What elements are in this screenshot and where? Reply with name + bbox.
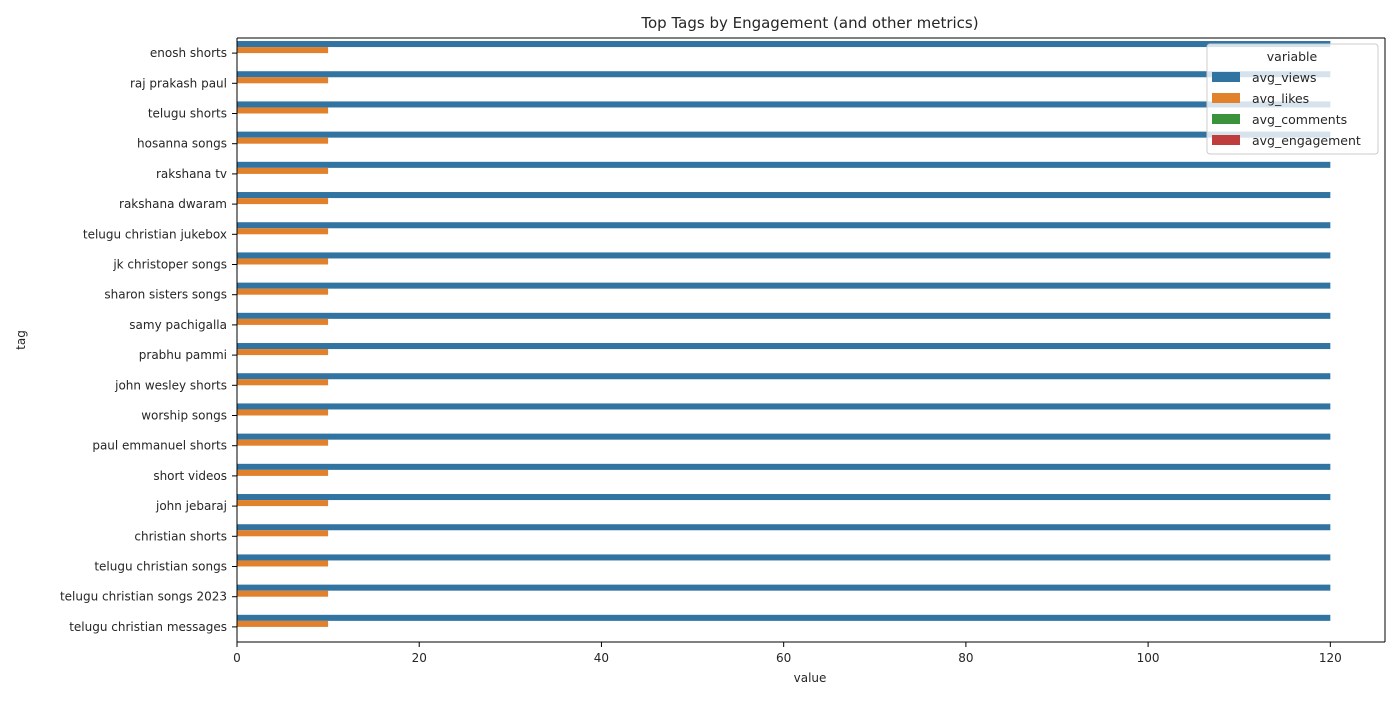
bar-avg-views-17 <box>237 554 1331 561</box>
y-axis-title: tag <box>14 330 28 350</box>
x-tick-label-60: 60 <box>776 651 791 665</box>
legend-label-avg-engagement: avg_engagement <box>1252 133 1361 148</box>
bar-avg-views-5 <box>237 192 1331 199</box>
x-axis-title: value <box>794 671 827 685</box>
bar-avg-views-2 <box>237 101 1331 108</box>
bar-avg-likes-16 <box>237 530 329 537</box>
bar-avg-views-16 <box>237 524 1331 531</box>
bar-avg-likes-1 <box>237 77 329 84</box>
chart-title: Top Tags by Engagement (and other metric… <box>640 14 978 32</box>
bar-avg-likes-12 <box>237 409 329 416</box>
legend: variable avg_viewsavg_likesavg_commentsa… <box>1206 43 1379 155</box>
x-tick-label-0: 0 <box>233 651 241 665</box>
y-tick-label-17: telugu christian songs <box>94 560 227 574</box>
y-tick-label-4: rakshana tv <box>156 167 227 181</box>
bars-layer <box>237 41 1331 627</box>
bar-avg-likes-10 <box>237 349 329 356</box>
bar-avg-likes-2 <box>237 107 329 114</box>
bar-avg-likes-13 <box>237 439 329 446</box>
bar-avg-views-15 <box>237 494 1331 501</box>
bar-avg-views-1 <box>237 71 1331 78</box>
bar-avg-views-13 <box>237 433 1331 440</box>
legend-swatch-avg-engagement <box>1212 135 1240 145</box>
bar-avg-likes-19 <box>237 620 329 627</box>
bar-avg-views-9 <box>237 312 1331 319</box>
y-tick-label-12: worship songs <box>141 409 227 423</box>
bar-avg-likes-6 <box>237 228 329 235</box>
legend-swatch-avg-comments <box>1212 114 1240 124</box>
y-tick-label-1: raj prakash paul <box>130 76 227 90</box>
x-tick-label-120: 120 <box>1319 651 1342 665</box>
y-tick-label-14: short videos <box>153 469 227 483</box>
bar-avg-views-7 <box>237 252 1331 259</box>
bar-avg-likes-8 <box>237 288 329 295</box>
legend-label-avg-views: avg_views <box>1252 70 1317 85</box>
y-tick-label-13: paul emmanuel shorts <box>92 439 227 453</box>
legend-frame <box>1206 43 1379 155</box>
axes-layer: 0 20 40 60 80 100 120 enosh shorts raj prakash p… <box>60 37 1386 665</box>
x-tick-label-20: 20 <box>412 651 427 665</box>
bar-avg-views-18 <box>237 584 1331 591</box>
bar-avg-views-10 <box>237 343 1331 350</box>
bar-avg-views-12 <box>237 403 1331 410</box>
legend-label-avg-likes: avg_likes <box>1252 91 1309 106</box>
y-tick-label-2: telugu shorts <box>148 107 227 121</box>
y-tick-label-9: samy pachigalla <box>129 318 227 332</box>
y-tick-label-16: christian shorts <box>134 529 227 543</box>
y-tick-label-15: john jebaraj <box>155 499 227 513</box>
y-tick-label-11: john wesley shorts <box>114 378 227 392</box>
bar-avg-views-8 <box>237 282 1331 289</box>
bar-avg-likes-11 <box>237 379 329 386</box>
legend-swatch-avg-views <box>1212 72 1240 82</box>
bar-avg-views-3 <box>237 131 1331 138</box>
legend-swatch-avg-likes <box>1212 93 1240 103</box>
bar-avg-likes-14 <box>237 469 329 476</box>
bar-avg-likes-17 <box>237 560 329 567</box>
x-tick-label-80: 80 <box>958 651 973 665</box>
y-tick-label-19: telugu christian messages <box>69 620 227 634</box>
bar-avg-views-4 <box>237 161 1331 168</box>
bar-avg-views-19 <box>237 614 1331 621</box>
x-tick-label-40: 40 <box>594 651 609 665</box>
legend-label-avg-comments: avg_comments <box>1252 112 1347 127</box>
bar-avg-likes-5 <box>237 198 329 205</box>
legend-title: variable <box>1267 49 1318 64</box>
y-tick-label-0: enosh shorts <box>150 46 227 60</box>
bar-avg-likes-7 <box>237 258 329 265</box>
bar-avg-likes-15 <box>237 500 329 507</box>
y-tick-label-6: telugu christian jukebox <box>83 227 227 241</box>
y-tick-label-7: jk christoper songs <box>112 258 227 272</box>
y-tick-label-5: rakshana dwaram <box>119 197 227 211</box>
bar-avg-views-0 <box>237 41 1331 48</box>
y-tick-label-8: sharon sisters songs <box>104 288 227 302</box>
bar-avg-views-14 <box>237 463 1331 470</box>
y-tick-label-3: hosanna songs <box>137 137 227 151</box>
bar-avg-likes-3 <box>237 137 329 144</box>
bar-avg-views-6 <box>237 222 1331 229</box>
y-tick-label-18: telugu christian songs 2023 <box>60 590 227 604</box>
x-tick-label-100: 100 <box>1137 651 1160 665</box>
bar-avg-likes-18 <box>237 590 329 597</box>
bar-avg-likes-4 <box>237 167 329 174</box>
bar-avg-likes-9 <box>237 318 329 325</box>
bar-avg-likes-0 <box>237 47 329 54</box>
legend-items: avg_views avg_likes avg_comments avg_engage… <box>1212 70 1361 148</box>
y-tick-label-10: prabhu pammi <box>139 348 227 362</box>
bar-avg-views-11 <box>237 373 1331 380</box>
